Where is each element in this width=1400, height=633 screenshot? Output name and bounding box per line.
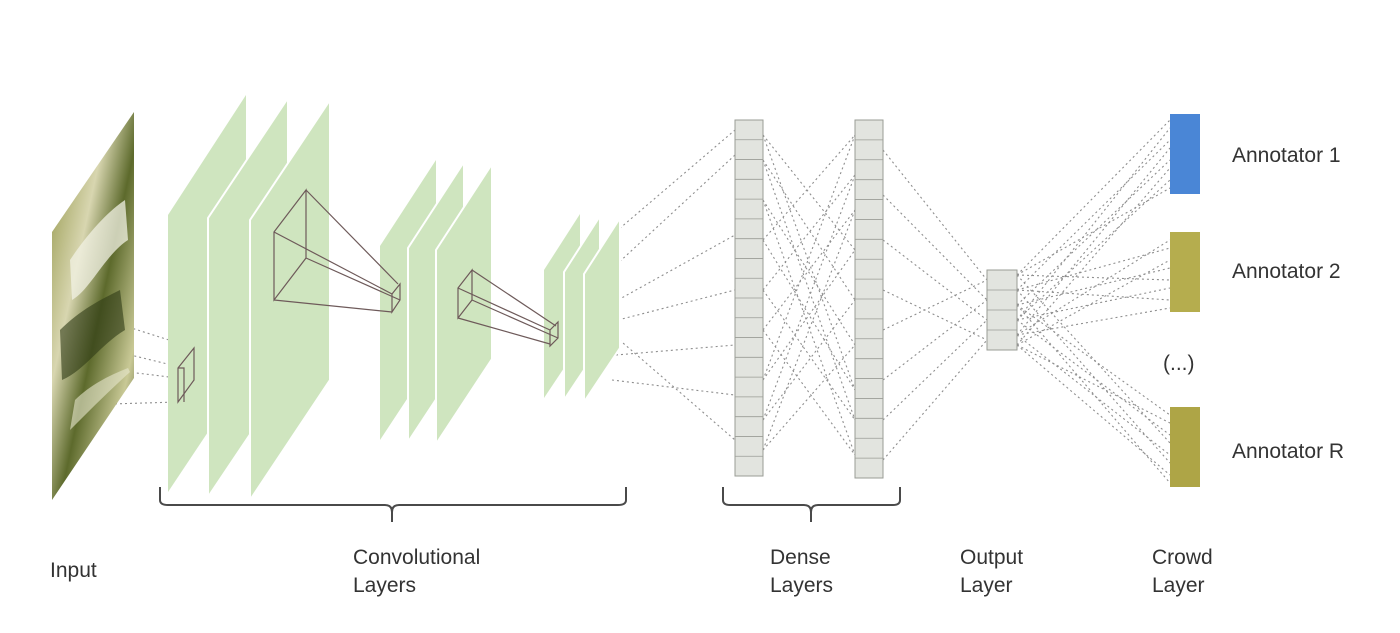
annotator-2-label: Annotator 2	[1232, 260, 1341, 283]
connection-line	[762, 134, 856, 381]
connection-line	[1016, 187, 1171, 276]
connection-line	[762, 289, 856, 421]
connection-line	[1016, 274, 1171, 281]
connection-line	[1016, 167, 1171, 346]
connection-line	[882, 194, 988, 301]
connection-line	[1016, 247, 1171, 291]
input-label: Input	[50, 559, 97, 582]
ellipsis-label: (...)	[1163, 352, 1195, 375]
connection-line	[617, 234, 736, 301]
feature-map	[583, 214, 621, 406]
connection-line	[762, 134, 856, 251]
annotator-2-bar	[1170, 232, 1200, 312]
connection-line	[1016, 274, 1171, 444]
connection-line	[762, 299, 856, 421]
connection-line	[1016, 159, 1171, 306]
connection-line	[762, 209, 856, 451]
connection-line	[762, 344, 856, 451]
filter-windows	[177, 188, 559, 404]
crowd-layer-label-line2: Layer	[1152, 574, 1205, 597]
connection-line	[1016, 287, 1171, 321]
connection-line	[109, 401, 179, 405]
connection-line	[762, 199, 856, 346]
connection-line	[1016, 344, 1171, 476]
dense-layer-1	[734, 119, 764, 477]
dense-brace	[722, 487, 901, 522]
connection-line	[607, 329, 736, 441]
connection-line	[1016, 119, 1171, 276]
conv-block-2	[380, 158, 493, 448]
output-layer	[986, 269, 1018, 351]
connection-line	[882, 289, 988, 341]
connection-line	[615, 344, 736, 356]
connection-line	[762, 329, 856, 456]
connection-line	[882, 299, 988, 381]
connection-line	[1016, 289, 1171, 464]
connection-line	[1016, 239, 1171, 336]
connection-line	[762, 134, 856, 241]
connection-line	[762, 209, 856, 331]
annotator-1-bar	[1170, 114, 1200, 194]
connection-line	[1016, 267, 1171, 306]
connection-line	[1016, 307, 1171, 336]
annotator-r-bar	[1170, 407, 1200, 487]
connection-line	[882, 339, 988, 461]
conv-block-3	[544, 212, 621, 406]
connection-line	[1016, 304, 1171, 416]
output-layer-label-line1: Output	[960, 546, 1024, 569]
connection-line	[762, 239, 856, 391]
annotator-r-label: Annotator R	[1232, 440, 1345, 463]
connection-line	[882, 149, 988, 281]
connection-line	[611, 129, 736, 236]
connection-line	[617, 289, 736, 321]
conv-brace	[159, 487, 627, 522]
connection-line	[1016, 127, 1171, 321]
braces	[159, 487, 901, 522]
input-image	[52, 112, 134, 500]
conv-block-1	[168, 94, 331, 504]
feature-map	[435, 160, 493, 448]
conv-layers-label-line2: Layers	[353, 574, 417, 597]
output-layer-label-line2: Layer	[960, 574, 1013, 597]
connection-line	[1016, 344, 1171, 424]
connection-line	[882, 239, 988, 321]
connection-line	[762, 134, 856, 391]
connection-line	[882, 319, 988, 421]
connection-line	[611, 379, 736, 396]
connection-line	[111, 369, 195, 381]
connection-line	[1016, 319, 1171, 436]
feature-map	[249, 96, 331, 504]
dense-layers-label-line2: Layers	[770, 574, 834, 597]
crowd-layer-label-line1: Crowd	[1152, 546, 1213, 569]
annotator-1-label: Annotator 1	[1232, 144, 1341, 167]
dense-layers-label-line1: Dense	[770, 546, 831, 569]
dense-layer-2	[854, 119, 884, 479]
connection-line	[762, 249, 856, 381]
connection-line	[1016, 304, 1171, 484]
connection-line	[762, 199, 856, 456]
connection-line	[1016, 289, 1171, 301]
connection-line	[762, 159, 856, 301]
connection-lines	[99, 119, 1171, 484]
conv-layers-label-line1: Convolutional	[353, 546, 481, 569]
connection-line	[882, 279, 988, 331]
connection-line	[1016, 147, 1171, 336]
connection-line	[615, 154, 736, 266]
connection-line	[762, 174, 856, 421]
connection-line	[762, 159, 856, 421]
connection-line	[1016, 139, 1171, 291]
